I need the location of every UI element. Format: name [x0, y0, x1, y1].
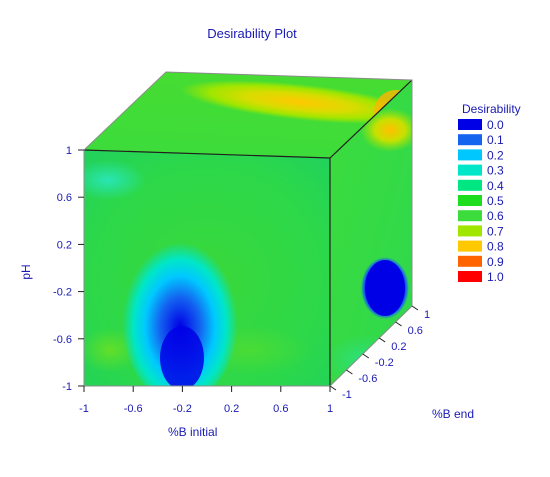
legend: Desirability 0.00.10.2 0.30.40.50.60.7 0.8… [458, 102, 521, 284]
y-tick-label: -1 [62, 381, 72, 393]
z-tick-mark [378, 337, 386, 343]
legend-swatch [458, 119, 482, 130]
legend-label: 0.5 [487, 194, 504, 208]
x-tick-label: 1 [327, 403, 333, 415]
legend-label: 0.1 [487, 133, 504, 147]
x-tick-label: -0.2 [173, 403, 192, 415]
z-axis-label: %B end [432, 407, 474, 421]
z-tick-mark [346, 369, 353, 375]
z-axis: -1 -0.6 -0.2 0.20.61 [329, 305, 430, 401]
legend-swatch [458, 134, 482, 146]
legend-swatch [458, 179, 482, 191]
x-axis-label: %B initial [168, 425, 217, 439]
x-tick-label: 0.2 [224, 403, 239, 415]
x-tick-label: -0.6 [124, 403, 143, 415]
z-tick-mark [362, 353, 370, 359]
legend-swatch [458, 164, 482, 176]
legend-swatch [458, 271, 482, 282]
cube-front-face [84, 150, 330, 386]
z-tick-label: -0.2 [375, 357, 394, 369]
y-tick-label: 0.2 [57, 239, 72, 251]
y-tick-label: -0.2 [53, 287, 72, 299]
legend-label: 0.0 [487, 118, 504, 132]
legend-label: 0.4 [487, 179, 504, 193]
legend-swatch [458, 210, 482, 222]
z-tick-label: -0.6 [358, 373, 377, 385]
legend-label: 0.3 [487, 164, 504, 178]
x-axis: -1 -0.6 -0.2 0.2 0.6 1 [79, 386, 333, 415]
legend-label: 0.8 [487, 240, 504, 254]
chart-title: Desirability Plot [207, 26, 297, 41]
z-tick-label: -1 [342, 389, 352, 401]
legend-swatch [458, 225, 482, 237]
legend-label: 0.2 [487, 148, 504, 162]
z-tick-label: 0.2 [391, 341, 406, 353]
legend-swatch [458, 255, 482, 267]
cube-top-face [84, 72, 412, 158]
x-tick-label: -1 [79, 403, 89, 415]
legend-label: 0.6 [487, 209, 504, 223]
z-tick-mark [411, 305, 419, 311]
y-axis-label: pH [19, 264, 33, 279]
z-tick-mark [395, 321, 402, 327]
legend-swatch [458, 240, 482, 252]
legend-label: 0.7 [487, 224, 504, 238]
cube-front-edges [83, 79, 413, 386]
y-tick-label: 1 [66, 145, 72, 157]
legend-swatch [458, 149, 482, 161]
y-tick-label: 0.6 [57, 192, 72, 204]
y-tick-label: -0.6 [53, 334, 72, 346]
z-tick-mark [329, 385, 337, 391]
x-tick-label: 0.6 [273, 403, 288, 415]
y-axis: 1 0.6 0.2 -0.2 -0.6 -1 [53, 145, 84, 393]
legend-label: 1.0 [487, 270, 504, 284]
z-tick-label: 0.6 [408, 325, 423, 337]
legend-title: Desirability [462, 102, 521, 116]
legend-label: 0.9 [487, 255, 504, 269]
legend-swatch [458, 195, 482, 206]
z-tick-label: 1 [424, 309, 430, 321]
